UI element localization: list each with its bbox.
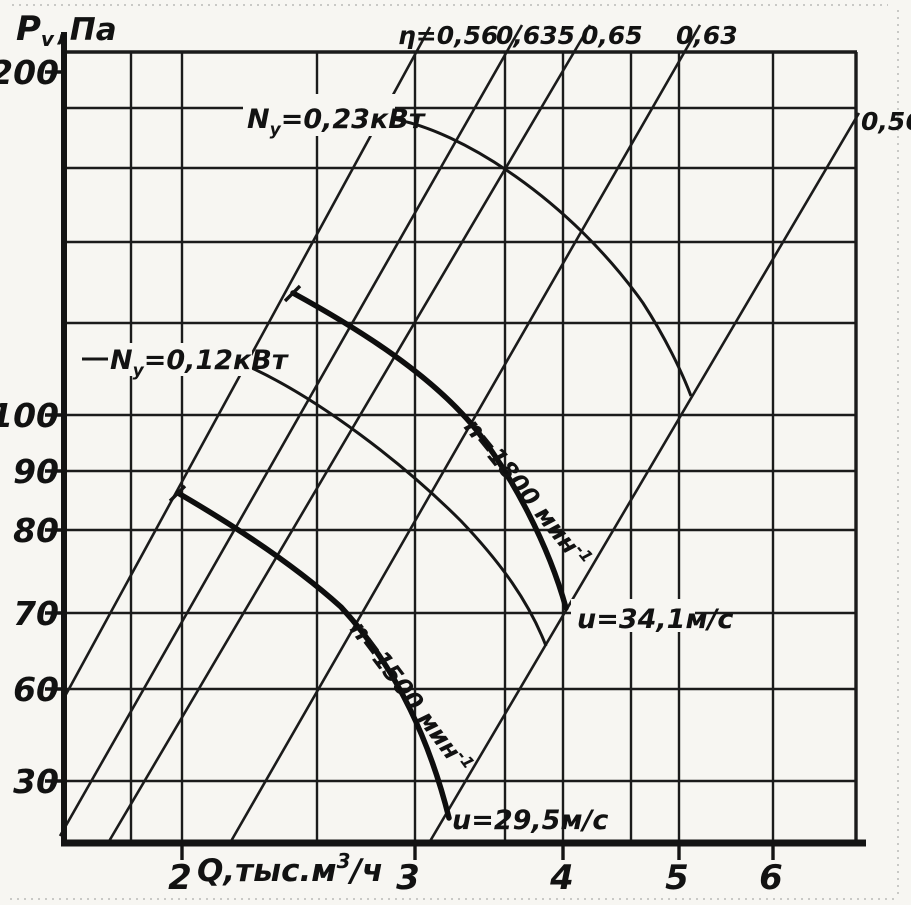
x-axis-title: Q,тыс.м3/ч bbox=[197, 849, 383, 889]
speed-label-n1800-group: n=1800 мин-1 bbox=[458, 412, 597, 573]
u-label-34.1: u=34,1м/с bbox=[577, 604, 733, 635]
y-tick-label-100: 100 bbox=[0, 396, 59, 435]
x-tick-label-5: 5 bbox=[665, 858, 689, 898]
x-tick-label-3: 3 bbox=[396, 858, 420, 898]
eta-label-0.56-right: 0,56 bbox=[861, 107, 911, 136]
label-mask bbox=[571, 599, 695, 632]
grid bbox=[62, 50, 858, 844]
power-label-0.23kW: Nу=0,23кВт bbox=[247, 104, 426, 140]
eta-label-0.635: 0,635 bbox=[496, 21, 575, 50]
x-tick-label-2: 2 bbox=[168, 858, 192, 898]
power-label-sub: у bbox=[133, 361, 145, 381]
eta-line-0.63 bbox=[228, 24, 702, 844]
x-axis-title-unit: /ч bbox=[348, 853, 384, 889]
y-tick-label-30: 30 bbox=[13, 762, 59, 801]
y-tick-label-70: 70 bbox=[13, 594, 59, 633]
label-mask bbox=[243, 94, 395, 136]
y-tick-label-60: 60 bbox=[13, 670, 59, 709]
x-axis-title-main: Q,тыс.м bbox=[197, 853, 337, 889]
u-label-29.5: u=29,5м/с bbox=[452, 805, 608, 836]
y-axis-title: Pv ,Па bbox=[16, 9, 117, 51]
power-label-value: =0,23кВт bbox=[281, 104, 426, 135]
fan-curve-n1500 bbox=[175, 490, 452, 821]
y-axis-title-sub: v bbox=[41, 27, 55, 51]
eta-line-0.65 bbox=[106, 24, 592, 844]
y-axis-title-main: P bbox=[16, 9, 41, 49]
eta-label-0.63: 0,63 bbox=[676, 21, 738, 50]
power-label-sub: у bbox=[270, 120, 282, 140]
power-label-value: =0,12кВт bbox=[144, 345, 289, 376]
eta-line-0.635 bbox=[58, 24, 524, 837]
y-axis-title-unit: ,Па bbox=[56, 12, 117, 48]
speed-label-n1800: n=1800 мин-1 bbox=[458, 412, 597, 573]
fan-curve-n1800 bbox=[290, 290, 569, 611]
power-label-0.12kW: Nу=0,12кВт bbox=[110, 345, 289, 381]
scan-artifacts bbox=[10, 4, 899, 900]
y-tick-label-90: 90 bbox=[13, 452, 59, 491]
x-tick-labels: 2 3 4 5 6 bbox=[168, 858, 783, 898]
fan-curves bbox=[168, 284, 569, 821]
efficiency-lines bbox=[58, 24, 861, 844]
x-tick-label-4: 4 bbox=[549, 858, 574, 898]
curve-start-tick-n1500 bbox=[168, 484, 187, 503]
x-axis-title-sup: 3 bbox=[337, 849, 351, 873]
power-curves bbox=[82, 117, 693, 647]
eta-line-0.56-right bbox=[427, 112, 861, 844]
y-tick-label-80: 80 bbox=[13, 511, 59, 550]
y-tick-labels: 200 100 90 80 70 60 30 bbox=[0, 53, 59, 801]
axis-ticks bbox=[45, 70, 775, 860]
speed-label-main: n=1500 мин bbox=[344, 616, 466, 765]
power-label-n: N bbox=[110, 345, 133, 376]
curve-start-tick-n1800 bbox=[283, 284, 302, 303]
axes bbox=[61, 32, 866, 847]
power-curve-0.12kW bbox=[251, 366, 548, 647]
speed-label-n1500: n=1500 мин-1 bbox=[344, 615, 478, 779]
eta-labels: η=0,56 0,635 0,65 0,63 0,56 bbox=[398, 21, 911, 136]
power-label-n: N bbox=[247, 104, 270, 135]
power-curve-0.23kW bbox=[392, 117, 693, 397]
label-mask bbox=[108, 343, 252, 376]
x-tick-label-6: 6 bbox=[759, 858, 783, 898]
y-tick-label-200: 200 bbox=[0, 53, 59, 92]
speed-label-n1500-group: n=1500 мин-1 bbox=[344, 615, 478, 779]
eta-label-0.56-top: η=0,56 bbox=[398, 21, 498, 50]
eta-label-0.65: 0,65 bbox=[581, 21, 643, 50]
